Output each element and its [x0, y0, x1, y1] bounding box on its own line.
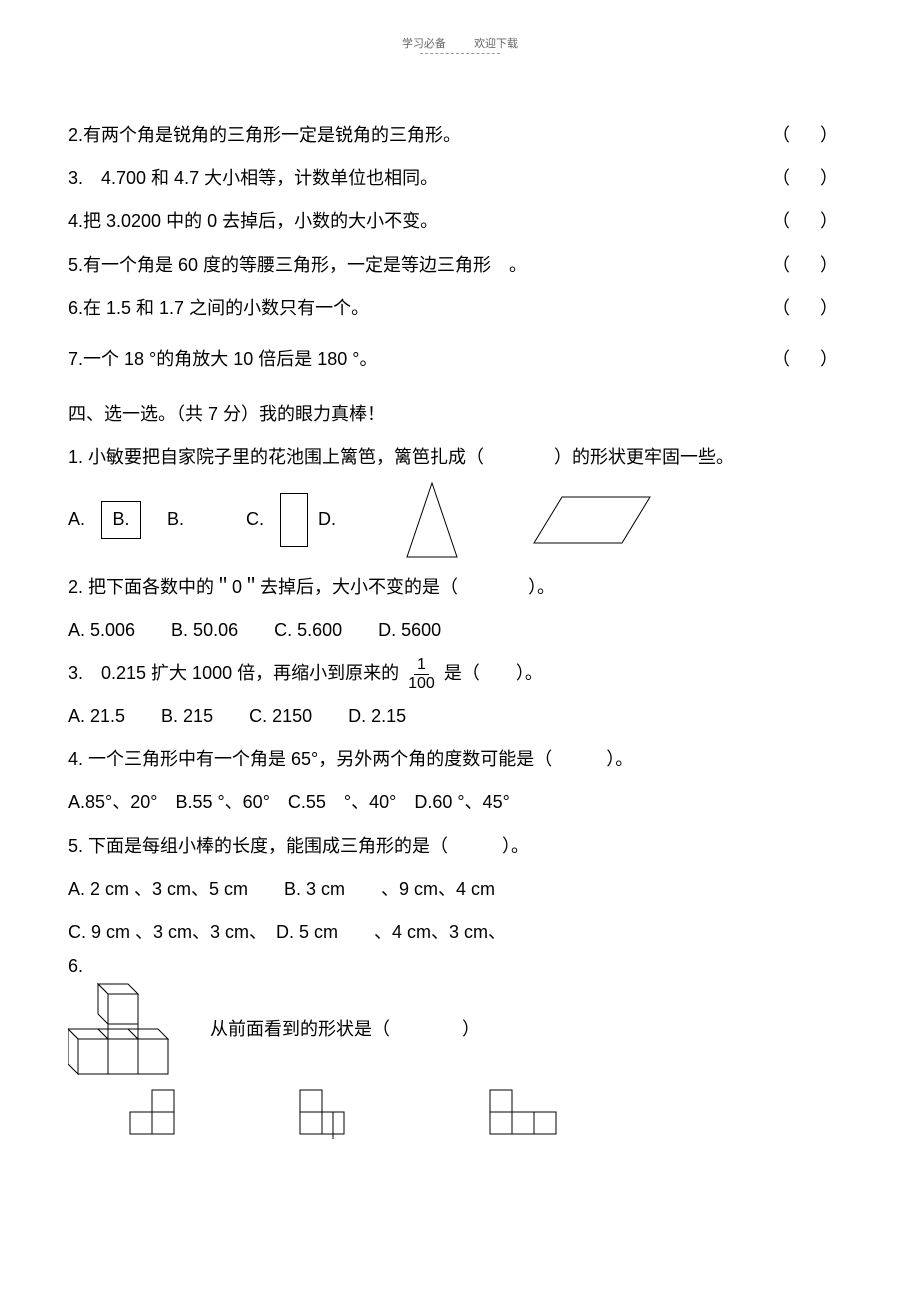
page-header: 学习必备 欢迎下载	[0, 0, 920, 54]
q2-options: A. 5.006 B. 50.06 C. 5.600 D. 5600	[68, 609, 852, 652]
tf-item-3: 3. 4.700 和 4.7 大小相等，计数单位也相同。 （ ）	[68, 157, 852, 200]
q1-opt-c: C.	[246, 498, 264, 541]
tf-item-5: 5.有一个角是 60 度的等腰三角形，一定是等边三角形 。 （ ）	[68, 244, 852, 287]
q1-opt-d: D.	[318, 498, 336, 541]
tf-item-7: 7.一个 18 °的角放大 10 倍后是 180 °。 （ ）	[68, 338, 852, 381]
triangle-icon	[402, 480, 462, 560]
section-4-title: 四、选一选。（共 7 分）我的眼力真棒！	[68, 393, 852, 436]
q5-r2: C. 9 cm 、3 cm、3 cm、 D. 5 cm 、4 cm、3 cm、	[68, 911, 852, 954]
q2-text: 2. 把下面各数中的＂0＂去掉后，大小不变的是（ ）。	[68, 566, 852, 609]
fraction-icon: 1 100	[408, 656, 435, 692]
rectangle-icon	[280, 493, 308, 547]
tf-paren: （ ）	[772, 114, 844, 157]
q4-options: A.85°、20° B.55 °、60° C.55 °、40° D.60 °、4…	[68, 781, 852, 824]
q5-r1: A. 2 cm 、3 cm、5 cm B. 3 cm 、9 cm、4 cm	[68, 868, 852, 911]
header-left: 学习必备	[402, 38, 446, 50]
page-content: 2.有两个角是锐角的三角形一定是锐角的三角形。 （ ） 3. 4.700 和 4…	[0, 54, 920, 1174]
view-option-c-icon	[488, 1089, 578, 1144]
view-option-b-icon	[298, 1089, 388, 1144]
q6-figure: 从前面看到的形状是（ ）	[68, 979, 852, 1079]
q1-options: A. B. B. C. D.	[68, 480, 852, 560]
square-icon: B.	[101, 501, 141, 539]
q3-options: A. 21.5 B. 215 C. 2150 D. 2.15	[68, 695, 852, 738]
tf-item-6: 6.在 1.5 和 1.7 之间的小数只有一个。 （ ）	[68, 287, 852, 330]
q6-num: 6.	[68, 954, 852, 979]
q6-text: 从前面看到的形状是（ ）	[210, 1008, 480, 1051]
q5-text: 5. 下面是每组小棒的长度，能围成三角形的是（ ）。	[68, 825, 852, 868]
tf-item-2: 2.有两个角是锐角的三角形一定是锐角的三角形。 （ ）	[68, 114, 852, 157]
cube-stack-icon	[68, 979, 198, 1079]
header-right: 欢迎下载	[474, 38, 518, 50]
q3-text: 3. 0.215 扩大 1000 倍，再缩小到原来的 1 100 是（ ）。	[68, 652, 852, 695]
q4-text: 4. 一个三角形中有一个角是 65°，另外两个角的度数可能是（ ）。	[68, 738, 852, 781]
q1-opt-a: A.	[68, 498, 85, 541]
q6-view-options	[128, 1089, 852, 1144]
parallelogram-icon	[532, 494, 652, 546]
view-option-a-icon	[128, 1089, 198, 1144]
tf-item-4: 4.把 3.0200 中的 0 去掉后，小数的大小不变。 （ ）	[68, 200, 852, 243]
q1-opt-b: B.	[167, 498, 184, 541]
q1-text: 1. 小敏要把自家院子里的花池围上篱笆，篱笆扎成（ ）的形状更牢固一些。	[68, 436, 852, 479]
